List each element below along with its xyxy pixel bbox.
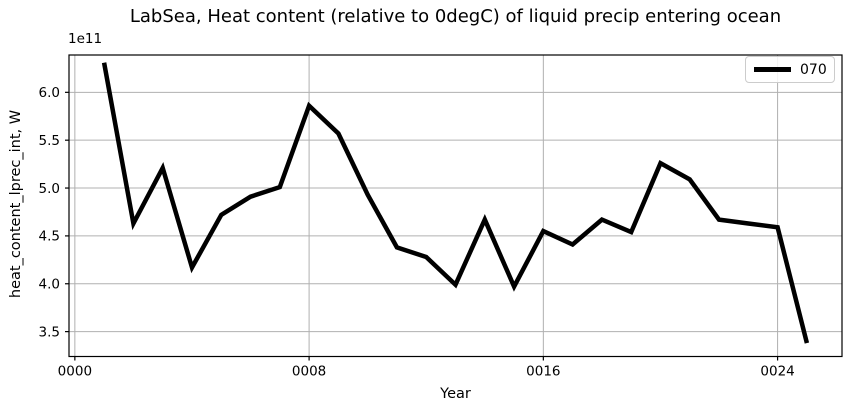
legend: 070 — [745, 56, 835, 83]
axes-frame — [68, 54, 843, 358]
y-tick-label: 4.5 — [39, 229, 60, 245]
y-axis-offset-text: 1e11 — [68, 31, 103, 47]
x-tick-label: 0000 — [58, 364, 92, 380]
x-axis-label: Year — [440, 386, 471, 402]
data-line-070 — [101, 62, 810, 344]
x-tick-label: 0008 — [292, 364, 326, 380]
legend-line-sample — [754, 67, 791, 72]
x-tick-label: 0024 — [760, 364, 794, 380]
y-tick-label: 5.5 — [39, 133, 60, 149]
y-tick-label: 6.0 — [39, 85, 60, 101]
y-tick-label: 5.0 — [39, 181, 60, 197]
legend-label: 070 — [800, 61, 827, 78]
axes-background — [69, 55, 842, 357]
y-tick-label: 4.0 — [39, 277, 60, 293]
y-tick-label: 3.5 — [39, 324, 60, 340]
chart-title: LabSea, Heat content (relative to 0degC)… — [129, 6, 782, 27]
y-axis-label: heat_content_lprec_int, W — [8, 109, 24, 299]
x-tick-label: 0016 — [526, 364, 560, 380]
